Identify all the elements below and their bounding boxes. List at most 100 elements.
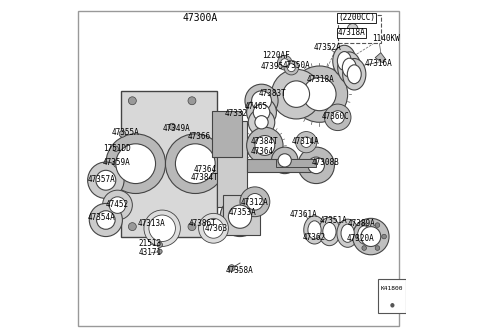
Circle shape [144,210,180,246]
Circle shape [308,157,324,174]
Circle shape [375,246,380,250]
Text: 47366: 47366 [188,132,211,141]
Text: 47395: 47395 [261,62,284,71]
Text: 47354A: 47354A [88,213,116,222]
Circle shape [113,146,119,151]
Text: 47318A: 47318A [338,28,365,37]
Text: 47351A: 47351A [320,216,348,225]
Ellipse shape [338,52,361,84]
Circle shape [284,60,299,75]
Circle shape [204,218,223,238]
Text: 47358A: 47358A [226,266,253,275]
Circle shape [296,132,317,153]
Ellipse shape [348,65,361,84]
Ellipse shape [323,222,336,241]
Circle shape [88,162,124,198]
Circle shape [188,97,196,105]
Circle shape [247,98,276,127]
Text: 21513: 21513 [138,239,161,248]
Circle shape [362,223,367,227]
Circle shape [324,104,351,131]
Text: 47364: 47364 [251,147,274,156]
Circle shape [89,203,122,236]
Text: K41800: K41800 [381,286,404,291]
Circle shape [303,77,336,111]
Text: 47384T: 47384T [191,173,218,182]
Text: 47332: 47332 [224,109,247,118]
Text: 47316A: 47316A [364,59,392,68]
Text: 47300A: 47300A [182,13,218,23]
Bar [276,159,316,167]
Circle shape [128,223,136,230]
Text: 47384T: 47384T [250,137,278,146]
Text: 47308B: 47308B [312,158,340,167]
Circle shape [116,144,156,184]
Text: 47352A: 47352A [313,43,341,51]
Circle shape [353,218,389,255]
Circle shape [199,213,228,243]
Text: 47355A: 47355A [111,128,139,137]
Circle shape [272,69,321,119]
Circle shape [175,144,215,184]
Text: 47320A: 47320A [347,234,374,243]
Text: 47350A: 47350A [283,61,311,70]
Circle shape [272,147,298,174]
Ellipse shape [308,221,321,239]
Text: 1751DD: 1751DD [103,144,131,153]
Text: 1220AF: 1220AF [262,51,289,60]
Ellipse shape [343,58,366,90]
Circle shape [362,246,367,250]
Circle shape [106,134,166,193]
Ellipse shape [337,51,351,70]
Circle shape [96,170,116,190]
Circle shape [348,24,358,34]
Polygon shape [121,91,217,236]
Ellipse shape [304,216,325,244]
Text: 1140KW: 1140KW [372,34,400,43]
Circle shape [281,59,289,67]
Ellipse shape [358,226,371,244]
Polygon shape [217,121,247,207]
Ellipse shape [337,219,359,247]
Circle shape [255,116,268,129]
Text: 47360C: 47360C [322,112,349,121]
Circle shape [252,91,272,111]
Circle shape [109,197,126,213]
Circle shape [228,205,252,228]
Circle shape [298,147,335,184]
Circle shape [228,265,235,271]
Bar [212,111,241,157]
Circle shape [149,215,175,241]
Circle shape [247,127,283,164]
Text: ●: ● [390,302,395,307]
Bar [223,195,260,235]
Circle shape [382,234,386,239]
Circle shape [113,160,121,168]
Text: 47386T: 47386T [189,219,217,228]
Text: 47318A: 47318A [307,75,335,85]
Text: 47452: 47452 [105,200,128,209]
Ellipse shape [319,217,340,246]
Text: 47389A: 47389A [348,219,376,228]
Circle shape [288,63,295,71]
Text: 47364: 47364 [193,165,217,174]
Text: 47362: 47362 [302,233,325,242]
Circle shape [331,111,344,124]
Circle shape [166,134,225,193]
Text: 47359A: 47359A [103,158,131,167]
Circle shape [283,81,310,107]
Text: 47361A: 47361A [290,209,318,218]
Circle shape [96,211,115,229]
Ellipse shape [333,45,356,77]
Circle shape [220,197,260,236]
Text: 43171: 43171 [138,247,161,257]
Circle shape [188,223,196,230]
FancyBboxPatch shape [78,11,399,326]
Circle shape [157,249,162,254]
Circle shape [255,136,275,155]
Circle shape [245,84,278,117]
Text: 47357A: 47357A [88,175,116,184]
Circle shape [361,227,381,246]
Text: 47465: 47465 [244,102,267,111]
Circle shape [278,154,291,167]
